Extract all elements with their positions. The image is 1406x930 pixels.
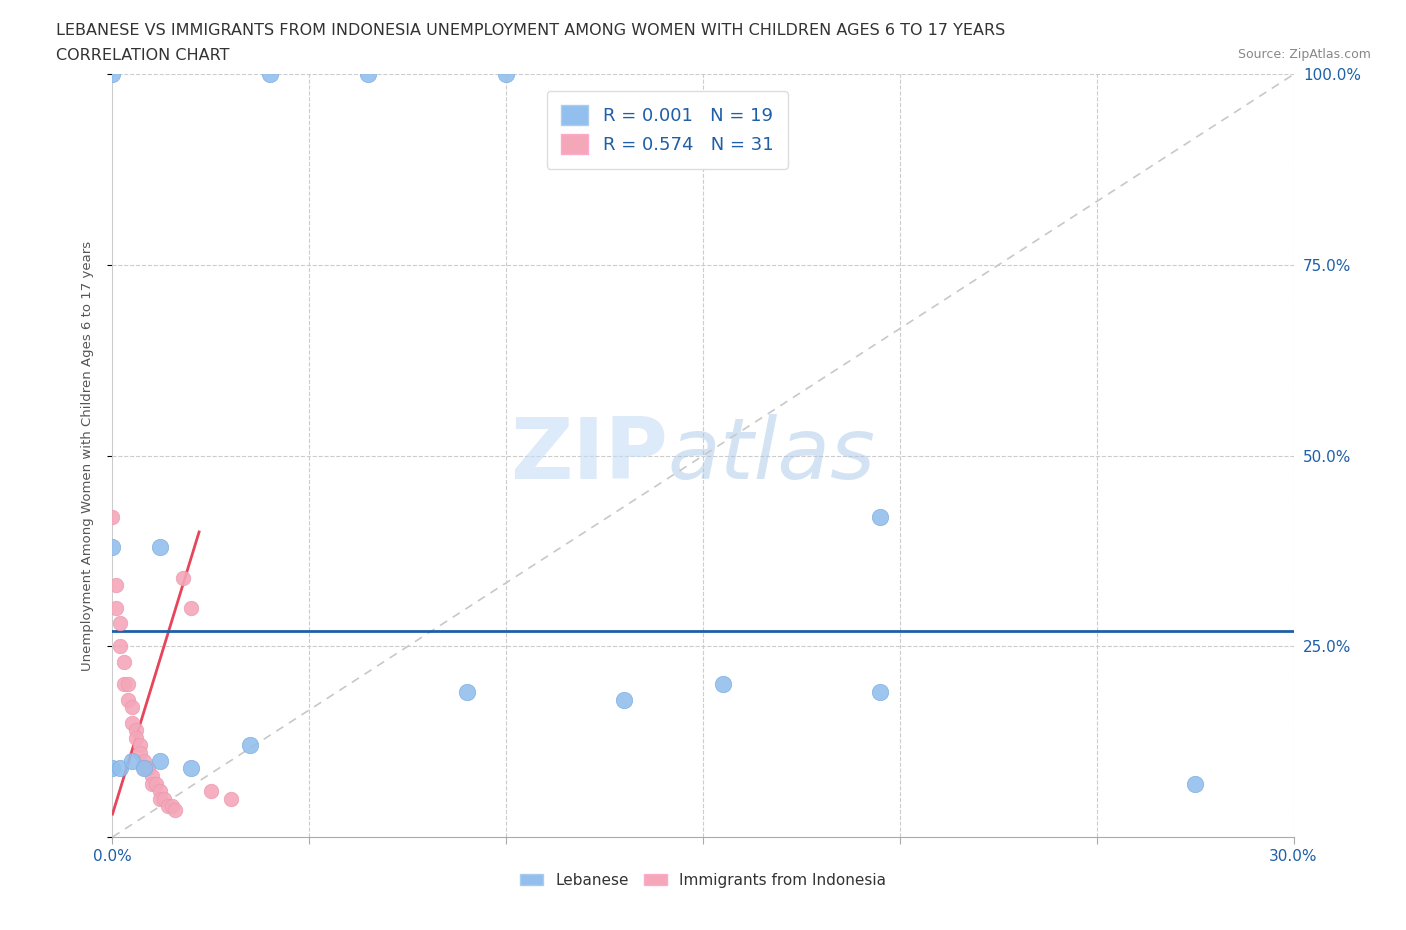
Point bbox=[105, 601, 128, 616]
Point bbox=[101, 539, 124, 554]
Point bbox=[132, 761, 155, 776]
Point bbox=[869, 684, 891, 699]
Point bbox=[495, 67, 517, 82]
Point bbox=[160, 799, 183, 814]
Point bbox=[125, 730, 148, 745]
Point bbox=[141, 777, 163, 791]
Point bbox=[117, 677, 139, 692]
Point bbox=[121, 700, 143, 715]
Point bbox=[456, 684, 478, 699]
Point bbox=[165, 803, 187, 817]
Point bbox=[129, 746, 152, 761]
Point bbox=[152, 791, 174, 806]
Point bbox=[101, 761, 124, 776]
Point bbox=[129, 738, 152, 753]
Point bbox=[117, 692, 139, 707]
Point bbox=[239, 738, 262, 753]
Text: Source: ZipAtlas.com: Source: ZipAtlas.com bbox=[1237, 48, 1371, 61]
Point bbox=[105, 578, 128, 592]
Point bbox=[110, 639, 132, 654]
Point bbox=[172, 570, 194, 585]
Y-axis label: Unemployment Among Women with Children Ages 6 to 17 years: Unemployment Among Women with Children A… bbox=[82, 241, 94, 671]
Legend: Lebanese, Immigrants from Indonesia: Lebanese, Immigrants from Indonesia bbox=[513, 867, 893, 894]
Point bbox=[132, 761, 155, 776]
Point bbox=[110, 761, 132, 776]
Point bbox=[149, 539, 172, 554]
Point bbox=[136, 761, 159, 776]
Point bbox=[156, 799, 179, 814]
Point bbox=[180, 761, 202, 776]
Text: CORRELATION CHART: CORRELATION CHART bbox=[56, 48, 229, 63]
Point bbox=[110, 616, 132, 631]
Point bbox=[200, 784, 222, 799]
Point bbox=[149, 784, 172, 799]
Text: atlas: atlas bbox=[668, 414, 876, 498]
Point bbox=[121, 715, 143, 730]
Point bbox=[219, 791, 242, 806]
Point bbox=[869, 510, 891, 525]
Point bbox=[121, 753, 143, 768]
Point bbox=[132, 753, 155, 768]
Point bbox=[259, 67, 281, 82]
Point bbox=[711, 677, 734, 692]
Point bbox=[149, 791, 172, 806]
Point bbox=[101, 67, 124, 82]
Point bbox=[145, 777, 167, 791]
Point bbox=[141, 768, 163, 783]
Point bbox=[125, 723, 148, 737]
Point bbox=[180, 601, 202, 616]
Text: LEBANESE VS IMMIGRANTS FROM INDONESIA UNEMPLOYMENT AMONG WOMEN WITH CHILDREN AGE: LEBANESE VS IMMIGRANTS FROM INDONESIA UN… bbox=[56, 23, 1005, 38]
Point bbox=[149, 753, 172, 768]
Point bbox=[613, 692, 636, 707]
Point bbox=[112, 654, 135, 669]
Point bbox=[101, 510, 124, 525]
Point bbox=[1184, 777, 1206, 791]
Point bbox=[112, 677, 135, 692]
Text: ZIP: ZIP bbox=[510, 414, 668, 498]
Point bbox=[357, 67, 380, 82]
